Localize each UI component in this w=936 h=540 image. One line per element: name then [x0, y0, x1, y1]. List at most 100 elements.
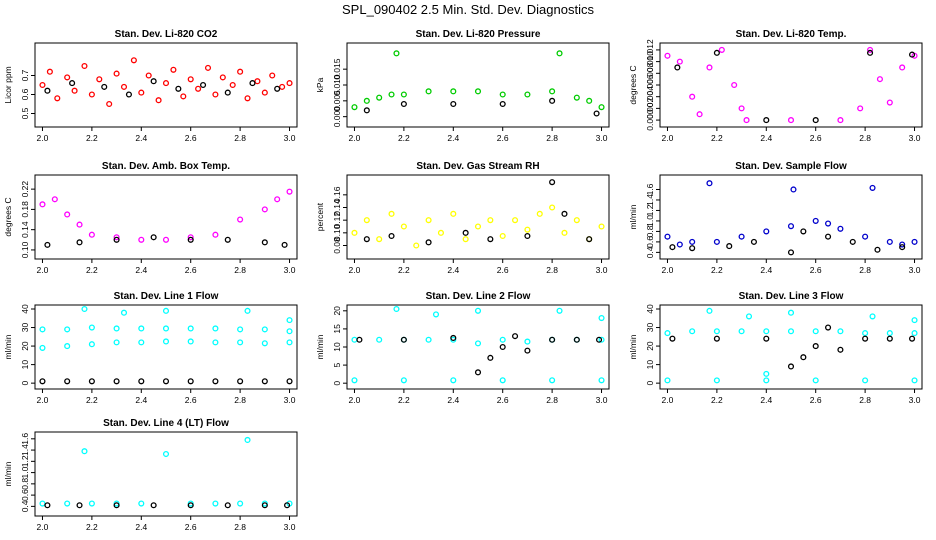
data-point	[286, 317, 293, 324]
series-1	[351, 204, 605, 249]
data-point	[88, 341, 95, 348]
data-point	[187, 502, 194, 509]
data-point	[556, 307, 563, 314]
data-point	[474, 369, 482, 376]
panel-2: Stan. Dev. Li-820 Pressure kPa 2.0 2.2 2.4 2.…	[315, 29, 610, 143]
data-point	[64, 74, 71, 81]
y-tick-label: 30	[20, 323, 30, 333]
x-tick-label: 3.0	[909, 395, 921, 405]
y-tick-label: 1.4	[645, 194, 655, 206]
y-axis-label: ml/min	[628, 204, 638, 229]
data-point	[512, 333, 519, 340]
data-point	[487, 217, 494, 224]
y-tick-label: 10	[332, 342, 342, 352]
data-point	[669, 335, 676, 342]
y-tick-label: 30	[645, 323, 655, 333]
x-tick-label: 3.0	[284, 522, 296, 532]
y-tick-label: 0.005	[332, 90, 342, 112]
data-point	[64, 211, 71, 218]
data-point	[598, 223, 605, 230]
y-axis-label: Licor ppm	[3, 66, 13, 103]
panel-title: Stan. Dev. Line 3 Flow	[739, 291, 844, 302]
data-point	[425, 88, 432, 95]
y-tick-label: 40	[20, 304, 30, 314]
series-2	[363, 97, 600, 117]
panel-9: Stan. Dev. Line 3 Flow ml/min 2.0 2.2 2.4 2.6…	[628, 291, 923, 405]
data-point	[400, 223, 407, 230]
data-point	[388, 232, 395, 240]
data-point	[351, 229, 358, 236]
data-point	[113, 325, 120, 332]
panel-title: Stan. Dev. Amb. Box Temp.	[102, 161, 230, 172]
plot-frame	[659, 304, 923, 390]
data-point	[120, 309, 128, 316]
data-point	[237, 500, 244, 507]
data-point	[874, 246, 881, 253]
y-tick-label: 1.2	[20, 455, 30, 467]
x-tick-label: 2.4	[135, 395, 147, 405]
y-tick-label: 0.000	[332, 106, 342, 128]
y-tick-label: 20	[20, 341, 30, 351]
series-2	[44, 234, 288, 248]
data-point	[573, 94, 580, 101]
data-point	[556, 50, 563, 57]
data-point	[224, 502, 231, 509]
data-point	[200, 81, 207, 89]
x-tick-label: 2.2	[711, 265, 723, 275]
data-point	[356, 336, 363, 343]
data-point	[138, 500, 145, 507]
data-point	[837, 346, 844, 353]
data-point	[738, 105, 745, 112]
data-point	[261, 326, 268, 333]
data-point	[125, 91, 132, 98]
panel-title: Stan. Dev. Line 2 Flow	[426, 291, 531, 302]
data-point	[524, 232, 531, 240]
data-point	[899, 241, 906, 248]
series-2	[363, 179, 593, 246]
data-point	[696, 111, 703, 118]
data-point	[363, 97, 370, 104]
data-point	[51, 196, 58, 203]
data-point	[150, 78, 157, 85]
data-point	[113, 236, 120, 243]
x-tick-label: 2.4	[447, 265, 459, 275]
y-axis-label: degrees C	[3, 197, 13, 236]
y-tick-label: 0.14	[20, 221, 30, 238]
data-point	[69, 80, 76, 87]
data-point	[837, 328, 844, 335]
series-1	[664, 307, 918, 384]
x-tick-label: 2.8	[234, 265, 246, 275]
data-point	[76, 502, 83, 509]
data-point	[876, 76, 883, 83]
data-point	[351, 336, 358, 343]
data-point	[286, 339, 293, 346]
x-tick-label: 2.6	[497, 133, 509, 143]
x-tick-label: 2.6	[185, 265, 197, 275]
data-point	[598, 314, 605, 322]
data-point	[155, 97, 162, 104]
data-point	[706, 307, 713, 314]
data-point	[499, 377, 506, 384]
data-point	[787, 328, 795, 335]
x-tick-label: 2.8	[859, 265, 871, 275]
data-point	[138, 89, 145, 96]
series-2	[669, 228, 906, 256]
data-point	[113, 339, 120, 346]
data-point	[180, 93, 187, 100]
series-2	[674, 49, 916, 124]
data-point	[274, 85, 281, 92]
data-point	[812, 343, 819, 350]
data-point	[44, 87, 51, 94]
data-point	[224, 89, 231, 96]
y-tick-label: 40	[645, 304, 655, 314]
data-point	[175, 85, 182, 92]
x-tick-label: 2.2	[711, 395, 723, 405]
data-point	[261, 206, 268, 213]
data-point	[88, 378, 95, 385]
data-point	[363, 236, 370, 243]
y-tick-label: 10	[20, 360, 30, 370]
y-tick-label: 0.8	[645, 225, 655, 237]
data-point	[46, 68, 53, 75]
series-1	[351, 305, 605, 384]
data-point	[573, 336, 580, 343]
